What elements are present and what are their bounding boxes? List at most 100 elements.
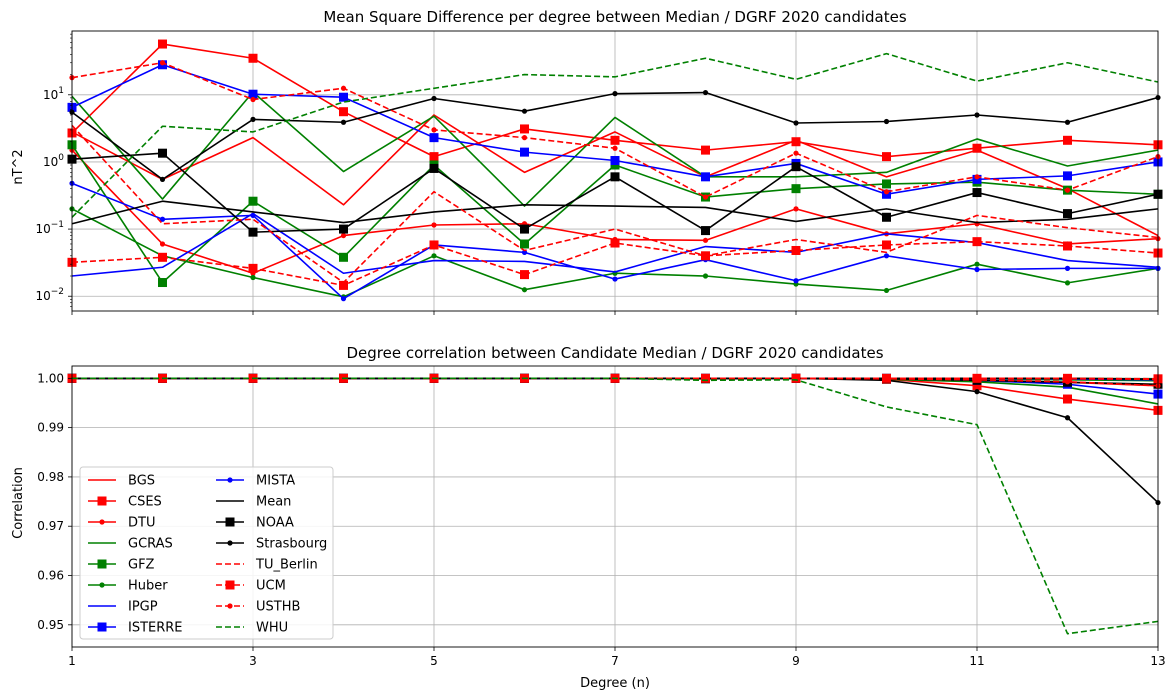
msd-series-mean (71, 200, 1159, 225)
legend-item-isterre: ISTERRE (88, 621, 183, 636)
legend-item-tu-berlin: TU_Berlin (216, 558, 318, 573)
msd-series-strasbourg-marker (793, 120, 799, 126)
msd-series-gfz-marker (882, 179, 891, 189)
msd-series-noaa-marker (701, 226, 710, 236)
msd-series-usthb-marker (521, 135, 528, 141)
msd-series-usthb-marker (612, 145, 618, 151)
msd-series-mista-marker (521, 249, 528, 255)
msd-series-strasbourg-marker (883, 118, 890, 125)
correlation-x-tick-label: 5 (430, 654, 438, 668)
msd-series-usthb (69, 60, 1161, 200)
msd-series-noaa-marker (972, 188, 982, 198)
msd-series-noaa-marker (158, 148, 167, 158)
legend-item-dtu-marker (99, 519, 105, 525)
correlation-x-tick-label: 3 (249, 654, 257, 668)
legend-item-huber: Huber (88, 579, 168, 594)
msd-series-mista-marker (612, 276, 618, 282)
correlation-series-cses-marker (972, 381, 982, 391)
msd-series-ucm (67, 237, 1163, 290)
msd-series-ucm-marker (248, 263, 258, 273)
msd-series-huber-marker (883, 287, 890, 294)
msd-series-ucm-marker (972, 237, 982, 247)
correlation-series-whu-line (72, 377, 1159, 635)
msd-series-mista-marker (793, 278, 799, 284)
msd-series-isterre-marker (429, 133, 439, 143)
msd-series-noaa-marker (520, 224, 529, 234)
msd-series-isterre-marker (520, 147, 529, 157)
msd-series-huber-marker (974, 261, 980, 267)
msd-series-mista-marker (883, 253, 890, 259)
legend-item-bgs: BGS (88, 474, 155, 489)
legend-item-dtu: DTU (88, 516, 155, 531)
msd-series-strasbourg-marker (974, 112, 980, 118)
msd-series-usthb-marker (702, 194, 709, 200)
msd-series-ucm-marker (429, 240, 439, 250)
legend-item-usthb-label: USTHB (256, 600, 300, 615)
legend-item-whu: WHU (216, 621, 288, 636)
correlation-series-strasbourg-marker (1064, 415, 1071, 421)
legend-item-ipgp-label: IPGP (128, 600, 158, 615)
msd-series-whu (71, 52, 1159, 218)
correlation-series-cses-marker (1063, 394, 1072, 404)
correlation-y-axis-label: Correlation (11, 467, 26, 539)
msd-series-huber-marker (1064, 280, 1071, 286)
msd-series-dtu-marker (340, 232, 347, 239)
legend-item-strasbourg-marker (227, 540, 233, 546)
msd-series-noaa-marker (791, 162, 801, 172)
msd-series-gfz-marker (339, 252, 348, 262)
legend-item-noaa: NOAA (216, 516, 294, 531)
correlation-axes: 1 3 5 7 9 11 130.950.960.970.980.991.00 (37, 365, 1166, 668)
msd-series-dtu-marker (431, 222, 437, 228)
correlation-x-tick-label: 7 (611, 654, 619, 668)
legend-item-mista-marker (227, 477, 233, 483)
msd-series-strasbourg-marker (1064, 119, 1071, 125)
msd-series-usthb-marker (159, 60, 166, 66)
legend-item-gcras-label: GCRAS (128, 537, 173, 552)
msd-series-strasbourg (69, 89, 1161, 182)
msd-y-tick-label: 100 (43, 153, 64, 169)
msd-series-dtu-marker (702, 237, 709, 243)
correlation-series-usthb-marker (974, 377, 980, 383)
msd-series-usthb-marker (340, 85, 347, 91)
legend-item-gfz-label: GFZ (128, 558, 155, 573)
correlation-x-axis-label: Degree (n) (580, 676, 650, 691)
msd-series-noaa-marker (1063, 209, 1072, 219)
msd-series-gfz-marker (791, 184, 801, 194)
msd-series-huber-marker (431, 253, 437, 259)
correlation-x-tick-label: 13 (1150, 654, 1165, 668)
correlation-series-ucm-marker (1063, 373, 1072, 383)
legend-item-ipgp: IPGP (88, 600, 158, 615)
correlation-y-tick-label: 0.96 (37, 569, 64, 583)
msd-series-isterre-marker (248, 89, 258, 99)
correlation-panel: Degree correlation between Candidate Med… (11, 344, 1166, 691)
msd-series-strasbourg-marker (702, 89, 709, 96)
correlation-y-tick-label: 1.00 (37, 371, 64, 385)
msd-series-strasbourg-marker (340, 119, 347, 125)
msd-y-axis-label: nT^2 (11, 149, 26, 184)
legend-item-strasbourg: Strasbourg (216, 537, 327, 552)
legend-item-huber-marker (99, 582, 105, 588)
msd-series-huber-marker (250, 274, 256, 281)
msd-series-noaa-marker (882, 212, 891, 222)
msd-series-cses-marker (429, 152, 439, 162)
msd-series-isterre-marker (339, 92, 348, 102)
correlation-series-whu (72, 377, 1159, 635)
legend-item-tu-berlin-label: TU_Berlin (255, 558, 318, 573)
legend-item-strasbourg-label: Strasbourg (256, 537, 327, 552)
msd-series-whu-line (71, 52, 1159, 218)
msd-series-cses-marker (158, 39, 167, 49)
correlation-series-usthb-marker (1064, 379, 1071, 385)
msd-series-mista-marker (974, 266, 980, 273)
legend-item-usthb-marker (227, 603, 233, 609)
msd-series-cses-marker (610, 135, 620, 145)
msd-series-dtu-marker (793, 206, 799, 212)
legend-item-dtu-label: DTU (128, 516, 155, 531)
legend-item-mean: Mean (216, 495, 291, 510)
legend-item-noaa-label: NOAA (256, 516, 294, 531)
msd-series-noaa-marker (339, 224, 348, 234)
msd-chart-title: Mean Square Difference per degree betwee… (323, 8, 907, 26)
legend-item-huber-label: Huber (128, 579, 168, 594)
msd-series-strasbourg-marker (612, 91, 618, 97)
msd-series-strasbourg-marker (521, 108, 528, 114)
msd-series-strasbourg-marker (250, 116, 256, 123)
